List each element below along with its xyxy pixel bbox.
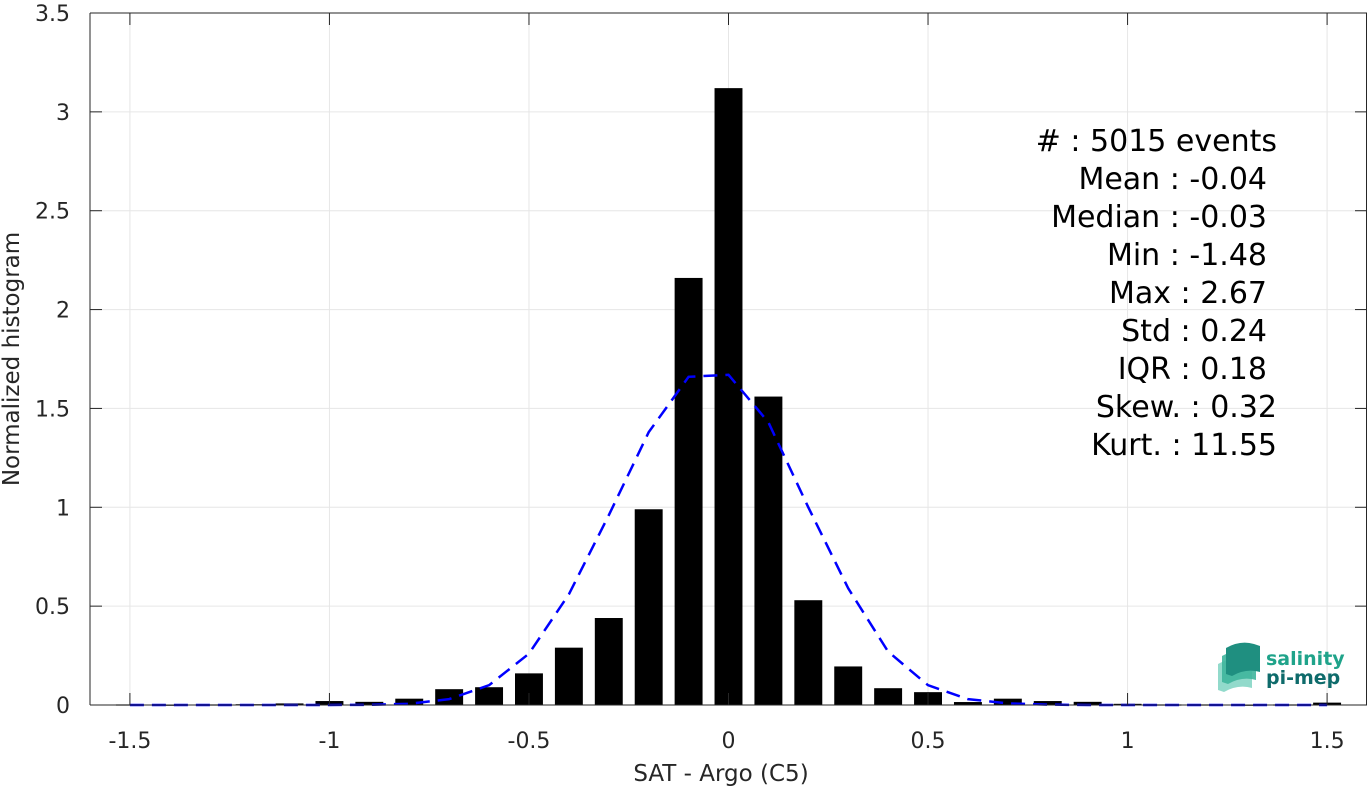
logo-line2: pi-mep: [1266, 667, 1340, 689]
stats-line: Kurt. : 11.55: [1091, 428, 1277, 463]
histogram-bar: [834, 666, 863, 705]
stats-line: Min : -1.48: [1107, 238, 1267, 273]
histogram-bar: [594, 618, 623, 705]
stats-line: Median : -0.03: [1051, 200, 1267, 235]
y-tick-label: 0: [56, 694, 70, 719]
histogram-bar: [754, 396, 783, 705]
y-axis-title: Normalized histogram: [0, 232, 25, 486]
y-tick-label: 2: [56, 299, 70, 324]
stats-line: Skew. : 0.32: [1096, 390, 1277, 425]
histogram-bar: [794, 600, 823, 705]
salinity-pi-mep-logo: salinity pi-mep: [1218, 642, 1345, 692]
histogram-bar: [355, 701, 384, 705]
histogram-bar: [714, 88, 743, 706]
x-tick-labels: -1.5 -1 -0.5 0 0.5 1 1.5: [108, 729, 1344, 754]
y-tick-label: 3.5: [35, 2, 70, 27]
histogram-bar: [634, 509, 663, 705]
stats-line: # : 5015 events: [1036, 124, 1277, 159]
y-tick-labels: 0 0.5 1 1.5 2 2.5 3 3.5: [35, 2, 70, 719]
logo-mark-icon: [1218, 642, 1260, 692]
histogram-bar: [1073, 701, 1102, 705]
histogram-bar: [953, 702, 982, 705]
x-tick-label: -1.5: [108, 729, 151, 754]
logo-line1: salinity: [1266, 648, 1345, 670]
y-tick-label: 2.5: [35, 200, 70, 225]
x-tick-label: -1: [318, 729, 340, 754]
x-tick-label: 1.5: [1310, 729, 1345, 754]
histogram-bar: [993, 698, 1022, 705]
histogram-bar: [554, 647, 583, 705]
y-tick-label: 3: [56, 101, 70, 126]
x-axis-title: SAT - Argo (C5): [633, 761, 808, 787]
stats-line: IQR : 0.18: [1118, 352, 1267, 387]
histogram-bar: [395, 698, 424, 705]
x-tick-label: 1: [1121, 729, 1135, 754]
y-tick-label: 1: [56, 496, 70, 521]
x-tick-label: -0.5: [508, 729, 551, 754]
histogram-bar: [674, 277, 703, 705]
histogram-bar: [874, 688, 903, 705]
stats-line: Max : 2.67: [1109, 276, 1267, 311]
histogram-bar: [435, 689, 464, 705]
y-tick-label: 0.5: [35, 595, 70, 620]
histogram-bar: [475, 687, 504, 705]
stats-line: Mean : -0.04: [1078, 162, 1267, 197]
histogram-bars: [115, 88, 1342, 706]
histogram-bar: [1033, 701, 1062, 705]
tick-marks: [90, 12, 1367, 706]
stats-line: Std : 0.24: [1121, 314, 1267, 349]
x-tick-label: 0: [722, 729, 736, 754]
x-tick-label: 0.5: [911, 729, 946, 754]
y-tick-label: 1.5: [35, 397, 70, 422]
